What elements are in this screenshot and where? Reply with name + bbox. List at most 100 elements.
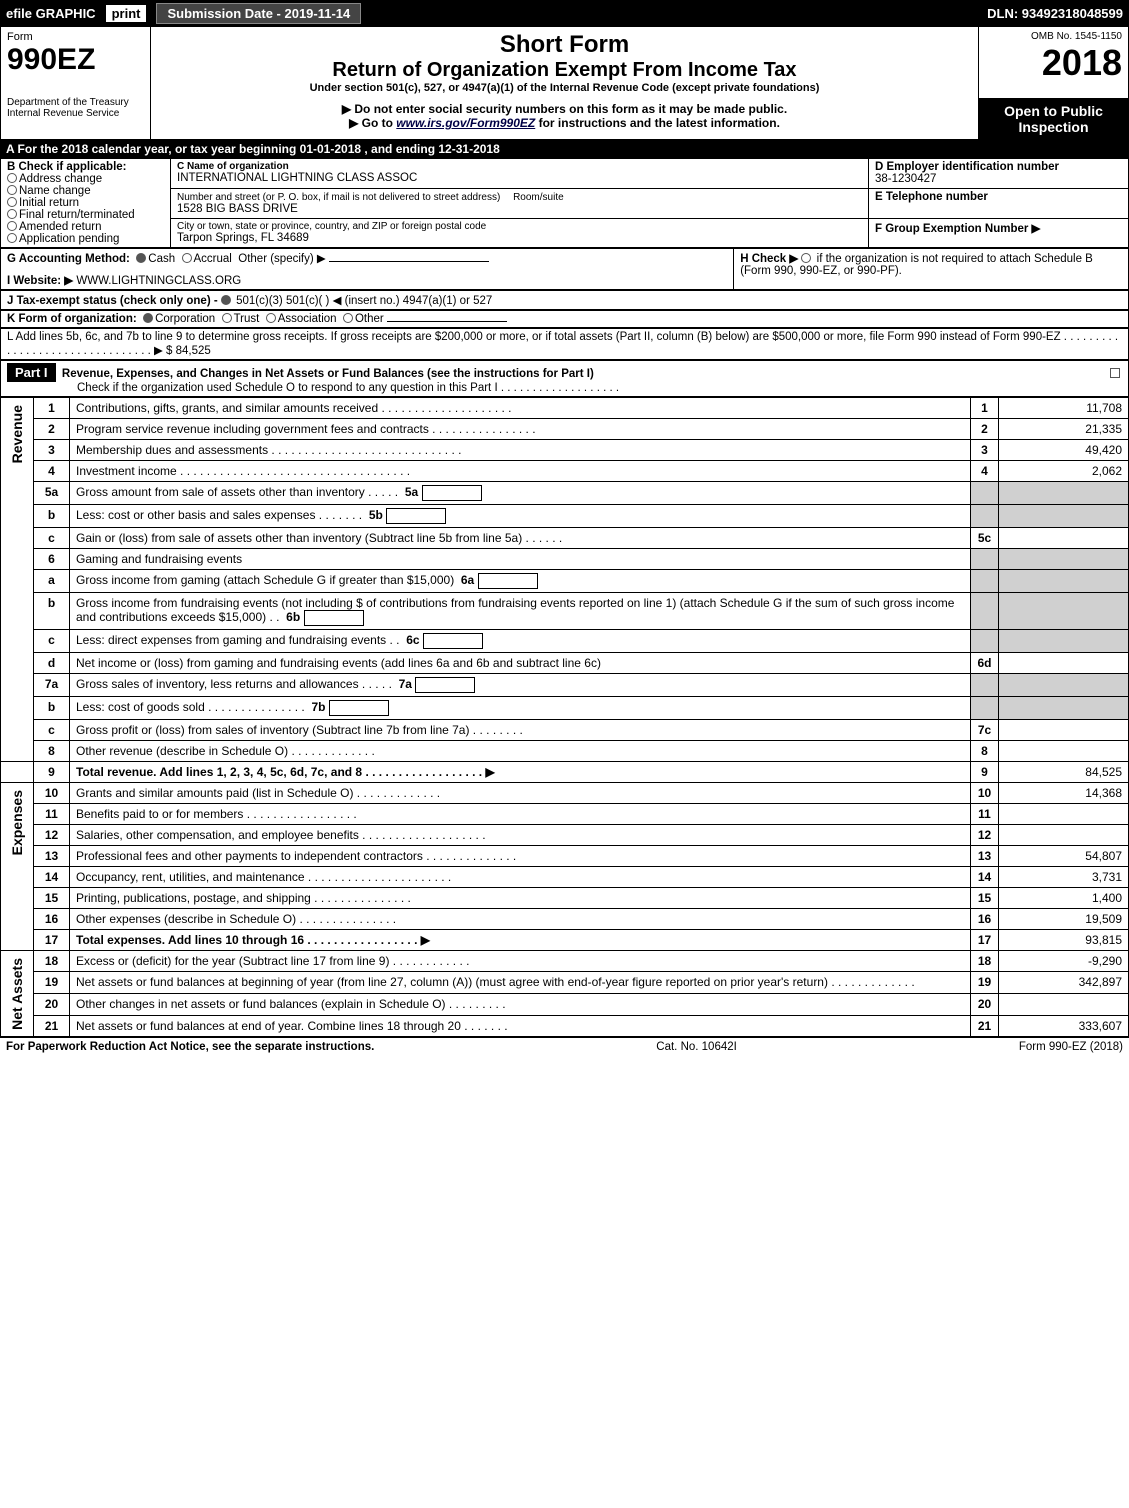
sub-amt-5b[interactable] <box>386 508 446 524</box>
gray-cell <box>971 504 999 527</box>
k-other-radio[interactable] <box>343 313 353 323</box>
form-name: 990EZ <box>7 43 144 77</box>
line-idx: 9 <box>971 761 999 782</box>
line-amt: 49,420 <box>999 439 1129 460</box>
line-idx: 14 <box>971 866 999 887</box>
gray-cell <box>971 673 999 696</box>
line-num: b <box>34 696 70 719</box>
line-num: 9 <box>34 761 70 782</box>
j-501c3-radio[interactable] <box>221 295 231 305</box>
k-trust-radio[interactable] <box>222 313 232 323</box>
amended-return-radio[interactable] <box>7 221 17 231</box>
sub-label: 7a <box>399 677 412 691</box>
line-desc-text: Less: cost or other basis and sales expe… <box>76 508 362 522</box>
line-num: 16 <box>34 908 70 929</box>
line-num: 13 <box>34 845 70 866</box>
line-desc: Less: cost or other basis and sales expe… <box>70 504 971 527</box>
name-change-label: Name change <box>19 185 91 197</box>
line-amt: 3,731 <box>999 866 1129 887</box>
line-desc-text: Gross sales of inventory, less returns a… <box>76 677 392 691</box>
line-desc: Other changes in net assets or fund bala… <box>70 993 971 1015</box>
do-not-enter-note: ▶ Do not enter social security numbers o… <box>157 102 972 116</box>
name-change-radio[interactable] <box>7 185 17 195</box>
line-idx: 5c <box>971 527 999 548</box>
sub-amt-7b[interactable] <box>329 700 389 716</box>
line-idx: 18 <box>971 950 999 972</box>
room-label: Room/suite <box>513 192 564 203</box>
line-amt <box>999 824 1129 845</box>
line-desc: Professional fees and other payments to … <box>70 845 971 866</box>
line-num: 19 <box>34 972 70 994</box>
line-amt <box>999 803 1129 824</box>
box-e-label: E Telephone number <box>875 191 1122 203</box>
line-desc: Contributions, gifts, grants, and simila… <box>70 397 971 418</box>
gray-cell <box>999 673 1129 696</box>
line-desc: Less: cost of goods sold . . . . . . . .… <box>70 696 971 719</box>
line-num: c <box>34 719 70 740</box>
gray-cell <box>999 548 1129 569</box>
cash-radio[interactable] <box>136 253 146 263</box>
box-b-label: B Check if applicable: <box>7 161 164 173</box>
line-desc: Gross profit or (loss) from sales of inv… <box>70 719 971 740</box>
efile-label: efile GRAPHIC <box>6 6 96 21</box>
go-to-note: ▶ Go to www.irs.gov/Form990EZ for instru… <box>157 116 972 130</box>
box-j-label: J Tax-exempt status (check only one) - <box>7 295 218 307</box>
form-word: Form <box>7 31 144 43</box>
gray-cell <box>999 569 1129 592</box>
box-g-label: G Accounting Method: <box>7 253 130 265</box>
sub-amt-7a[interactable] <box>415 677 475 693</box>
h-check-radio[interactable] <box>801 253 811 263</box>
k-corp-radio[interactable] <box>143 313 153 323</box>
line-idx: 3 <box>971 439 999 460</box>
org-name: INTERNATIONAL LIGHTNING CLASS ASSOC <box>177 172 862 184</box>
line-num: 17 <box>34 929 70 950</box>
sub-amt-6c[interactable] <box>423 633 483 649</box>
line-desc: Excess or (deficit) for the year (Subtra… <box>70 950 971 972</box>
line-idx: 2 <box>971 418 999 439</box>
sub-amt-5a[interactable] <box>422 485 482 501</box>
info-block: B Check if applicable: Address change Na… <box>0 158 1129 248</box>
line-amt: 21,335 <box>999 418 1129 439</box>
lines-table: Revenue 1 Contributions, gifts, grants, … <box>0 397 1129 1038</box>
line-amt: 93,815 <box>999 929 1129 950</box>
line-idx: 11 <box>971 803 999 824</box>
line-desc: Gross amount from sale of assets other t… <box>70 481 971 504</box>
initial-return-radio[interactable] <box>7 197 17 207</box>
line-desc-text: Gross amount from sale of assets other t… <box>76 485 398 499</box>
street-label: Number and street (or P. O. box, if mail… <box>177 192 500 203</box>
sub-amt-6a[interactable] <box>478 573 538 589</box>
k-assoc-radio[interactable] <box>266 313 276 323</box>
line-desc-text: Total revenue. Add lines 1, 2, 3, 4, 5c,… <box>76 765 495 779</box>
box-j-opts: 501(c)(3) 501(c)( ) ◀ (insert no.) 4947(… <box>236 295 492 307</box>
under-section: Under section 501(c), 527, or 4947(a)(1)… <box>157 82 972 94</box>
short-form-title: Short Form <box>157 31 972 59</box>
gray-cell <box>971 592 999 629</box>
application-pending-radio[interactable] <box>7 233 17 243</box>
address-change-radio[interactable] <box>7 173 17 183</box>
k-assoc: Association <box>278 313 337 325</box>
box-h-label: H Check ▶ <box>740 253 798 265</box>
line-amt <box>999 719 1129 740</box>
print-button[interactable]: print <box>106 5 147 22</box>
accrual-radio[interactable] <box>182 253 192 263</box>
line-num: 15 <box>34 887 70 908</box>
line-amt <box>999 740 1129 761</box>
line-desc: Less: direct expenses from gaming and fu… <box>70 629 971 652</box>
line-amt: 333,607 <box>999 1015 1129 1037</box>
box-l-text: L Add lines 5b, 6c, and 7b to line 9 to … <box>1 328 1129 359</box>
other-label: Other (specify) ▶ <box>238 253 325 265</box>
line-num: 21 <box>34 1015 70 1037</box>
final-return-radio[interactable] <box>7 209 17 219</box>
line-desc: Membership dues and assessments . . . . … <box>70 439 971 460</box>
submission-date-button[interactable]: Submission Date - 2019-11-14 <box>156 3 361 24</box>
sub-label: 7b <box>311 700 325 714</box>
irs-link[interactable]: www.irs.gov/Form990EZ <box>396 116 535 130</box>
revenue-section-label: Revenue <box>7 401 27 467</box>
part-i-label: Part I <box>7 363 56 382</box>
line-desc-text: Total expenses. Add lines 10 through 16 … <box>76 933 430 947</box>
part-i-checkbox[interactable] <box>1110 368 1120 378</box>
top-bar: efile GRAPHIC print Submission Date - 20… <box>0 0 1129 26</box>
sub-amt-6b[interactable] <box>304 610 364 626</box>
dept-label: Department of the Treasury <box>7 97 144 108</box>
g-h-block: G Accounting Method: Cash Accrual Other … <box>0 248 1129 290</box>
